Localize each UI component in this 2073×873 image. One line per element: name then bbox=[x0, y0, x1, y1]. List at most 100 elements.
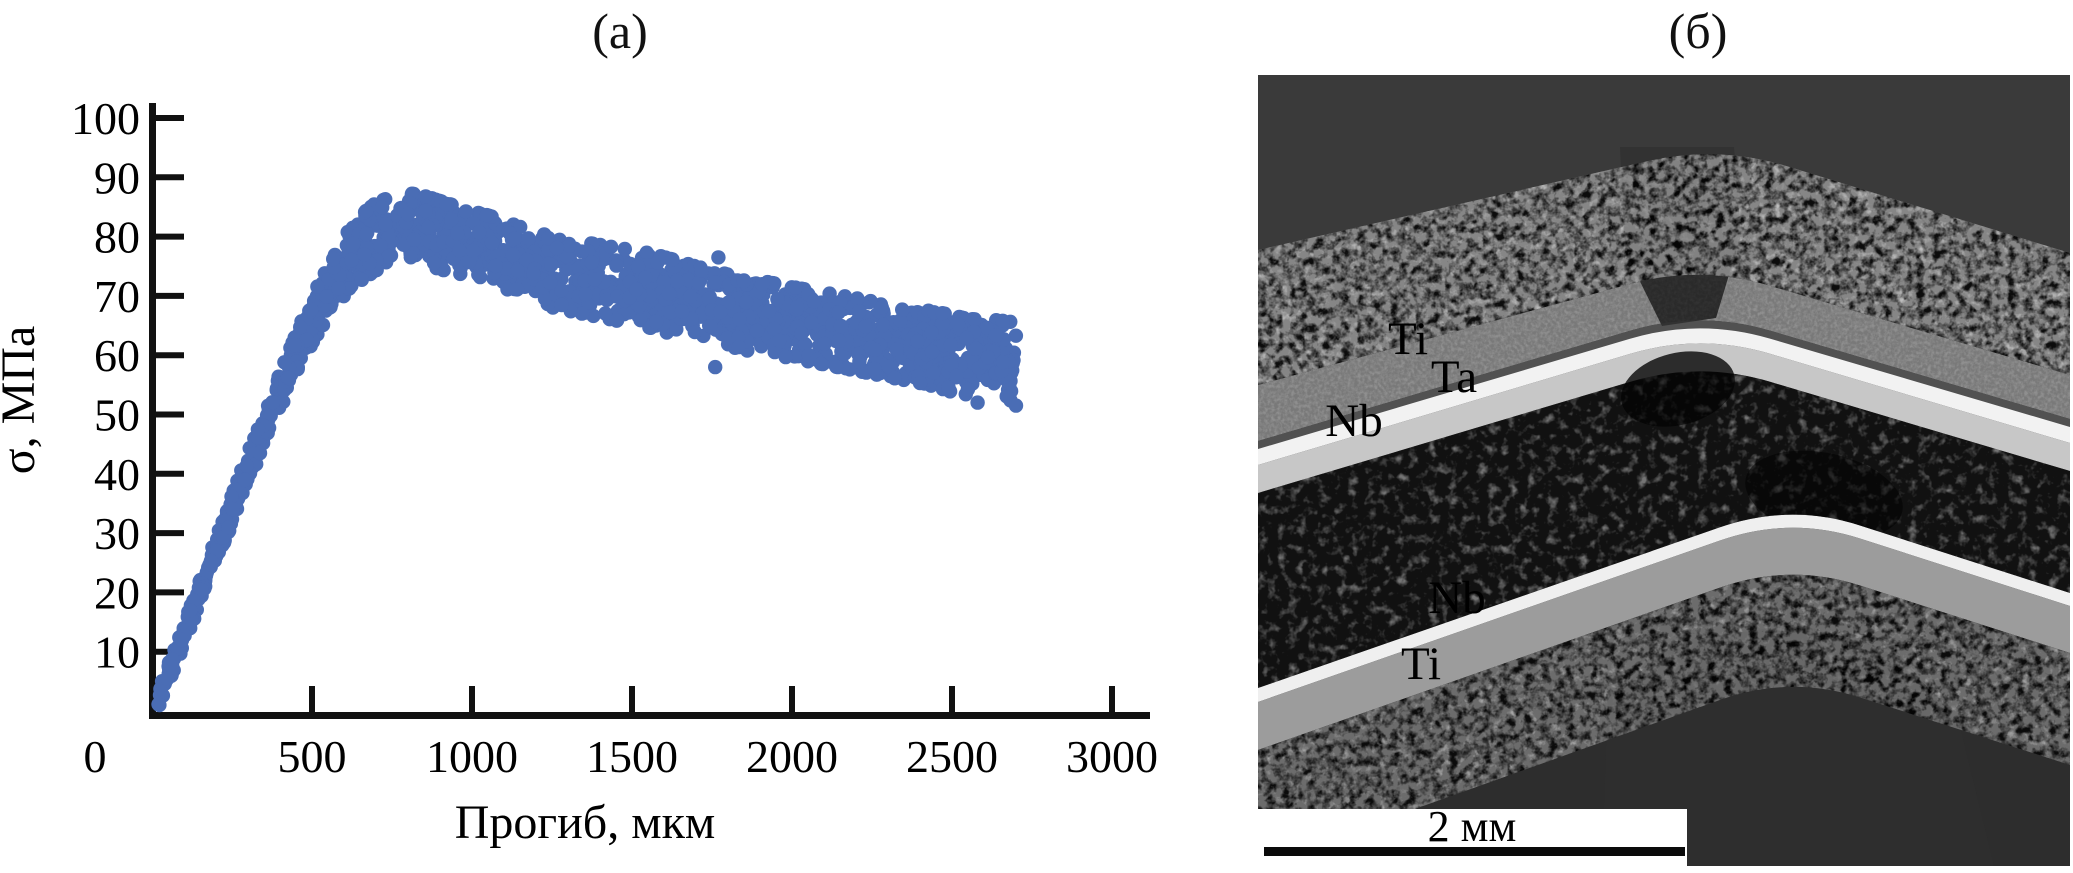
y-tick-label: 70 bbox=[94, 271, 140, 322]
data-point bbox=[829, 359, 844, 374]
data-point bbox=[720, 330, 735, 346]
data-point bbox=[375, 200, 390, 215]
data-point bbox=[252, 445, 268, 461]
data-point bbox=[344, 252, 359, 268]
data-point bbox=[881, 359, 897, 375]
data-point bbox=[165, 652, 180, 667]
data-point bbox=[574, 244, 590, 259]
data-point bbox=[772, 333, 787, 348]
data-point bbox=[874, 300, 889, 315]
data-point bbox=[924, 344, 940, 359]
data-point bbox=[665, 252, 680, 267]
data-point bbox=[250, 422, 266, 437]
data-point bbox=[887, 370, 902, 386]
y-tick-label: 100 bbox=[71, 93, 140, 144]
data-point bbox=[813, 356, 829, 371]
data-point bbox=[287, 337, 302, 353]
scale-bar: 2 мм bbox=[1258, 802, 1687, 866]
data-point bbox=[893, 313, 908, 328]
x-axis-label: Прогиб, мкм bbox=[455, 796, 716, 849]
sem-micrograph: 2 мм Ti Ta Nb Nb Ti bbox=[1258, 75, 2070, 866]
data-point bbox=[738, 294, 754, 310]
outlier-point bbox=[708, 359, 723, 375]
data-point bbox=[586, 308, 601, 324]
data-point bbox=[541, 230, 556, 246]
data-point bbox=[831, 305, 846, 320]
data-point bbox=[778, 349, 793, 365]
stress-deflection-chart: 0 500 1000 1500 2000 2500 3000 10 20 30 40 50 60 70 80… bbox=[0, 93, 1158, 849]
x-tick-label: 1500 bbox=[586, 731, 678, 782]
data-point bbox=[378, 217, 393, 232]
data-point bbox=[694, 263, 709, 278]
data-point bbox=[980, 350, 996, 365]
outlier-point bbox=[970, 395, 985, 410]
data-point bbox=[749, 323, 765, 338]
data-point bbox=[587, 272, 602, 287]
data-point bbox=[703, 319, 718, 334]
chart-axes: 0 500 1000 1500 2000 2500 3000 10 20 30 40 50 60 70 80… bbox=[71, 93, 1158, 782]
data-point bbox=[526, 266, 541, 281]
y-tick-label: 10 bbox=[94, 627, 140, 678]
data-point bbox=[867, 342, 883, 357]
data-point bbox=[867, 361, 882, 377]
data-point bbox=[995, 355, 1011, 370]
data-point bbox=[761, 303, 777, 319]
data-point bbox=[649, 314, 664, 330]
data-point bbox=[794, 326, 809, 341]
data-point bbox=[358, 203, 374, 219]
data-point bbox=[225, 501, 240, 517]
data-point bbox=[790, 300, 805, 315]
data-point bbox=[702, 291, 717, 307]
data-point bbox=[265, 395, 281, 410]
data-point bbox=[831, 333, 847, 348]
data-point bbox=[935, 306, 950, 321]
data-point bbox=[406, 232, 422, 247]
data-point bbox=[574, 306, 590, 321]
data-point bbox=[609, 258, 624, 273]
data-point bbox=[949, 368, 964, 384]
data-point bbox=[851, 304, 867, 319]
data-point bbox=[381, 249, 396, 264]
data-point bbox=[452, 243, 467, 258]
data-point bbox=[562, 238, 577, 253]
data-point bbox=[941, 380, 956, 395]
scatter-points bbox=[151, 186, 1024, 713]
outlier-point bbox=[711, 250, 726, 265]
x-tick-label: 3000 bbox=[1066, 731, 1158, 782]
data-point bbox=[400, 207, 416, 222]
scale-bar-label: 2 мм bbox=[1428, 802, 1517, 851]
data-point bbox=[221, 520, 236, 535]
data-point bbox=[629, 282, 644, 297]
data-point bbox=[549, 240, 565, 256]
data-point bbox=[458, 204, 474, 219]
data-point bbox=[479, 207, 494, 223]
data-point bbox=[421, 220, 436, 235]
data-point bbox=[444, 212, 459, 227]
y-axis-label: σ, МПа bbox=[0, 326, 45, 475]
data-point bbox=[418, 203, 433, 219]
data-point bbox=[721, 295, 736, 310]
layer-label-ta-upper: Ta bbox=[1431, 351, 1477, 403]
data-point bbox=[788, 280, 803, 295]
x-tick-label: 0 bbox=[84, 731, 107, 782]
data-point bbox=[817, 336, 832, 351]
data-point bbox=[509, 282, 525, 297]
data-point bbox=[707, 275, 723, 290]
data-point bbox=[331, 281, 346, 296]
data-point bbox=[513, 219, 528, 235]
y-tick-label: 90 bbox=[94, 152, 140, 203]
data-point bbox=[354, 272, 369, 287]
y-tick-label: 40 bbox=[94, 449, 140, 500]
data-point bbox=[183, 603, 198, 618]
data-point bbox=[736, 274, 751, 289]
data-point bbox=[687, 324, 702, 340]
data-point bbox=[770, 292, 785, 307]
data-point bbox=[691, 275, 706, 291]
data-point bbox=[488, 258, 503, 274]
data-point bbox=[806, 294, 822, 309]
outlier-point bbox=[439, 196, 454, 212]
data-point bbox=[373, 238, 388, 254]
data-point bbox=[875, 317, 890, 333]
